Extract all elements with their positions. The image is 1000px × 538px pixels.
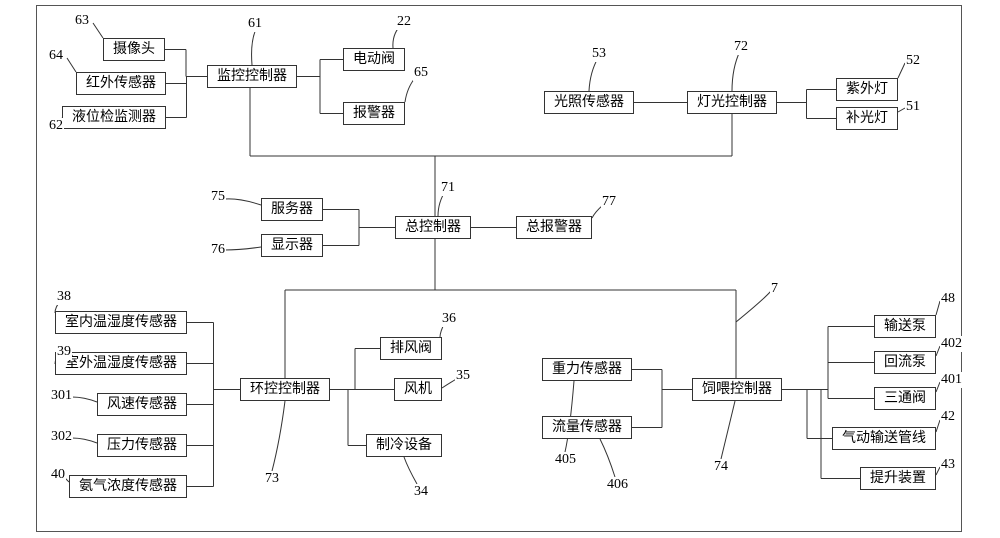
node-b77: 总报警器 [516, 216, 592, 239]
label-num-7: 7 [770, 281, 779, 297]
node-b51: 补光灯 [836, 107, 898, 130]
node-b61: 监控控制器 [207, 65, 297, 88]
node-b302: 压力传感器 [97, 434, 187, 457]
label-num-63: 63 [74, 13, 90, 29]
label-num-75: 75 [210, 189, 226, 205]
label-num-72: 72 [733, 39, 749, 55]
node-b62: 液位检监测器 [62, 106, 166, 129]
label-num-74: 74 [713, 459, 729, 475]
node-b65: 报警器 [343, 102, 405, 125]
node-b39: 室外温湿度传感器 [55, 352, 187, 375]
label-num-65: 65 [413, 65, 429, 81]
label-num-43: 43 [940, 457, 956, 473]
label-num-76: 76 [210, 242, 226, 258]
node-b73: 环控控制器 [240, 378, 330, 401]
label-num-77: 77 [601, 194, 617, 210]
label-num-35: 35 [455, 368, 471, 384]
node-b401: 三通阀 [874, 387, 936, 410]
label-num-53: 53 [591, 46, 607, 62]
label-num-402: 402 [940, 336, 963, 352]
node-b76: 显示器 [261, 234, 323, 257]
node-b72: 灯光控制器 [687, 91, 777, 114]
node-b71: 总控制器 [395, 216, 471, 239]
label-num-62: 62 [48, 118, 64, 134]
label-num-39: 39 [56, 344, 72, 360]
label-num-405: 405 [554, 452, 577, 468]
label-num-40: 40 [50, 467, 66, 483]
label-num-36: 36 [441, 311, 457, 327]
node-b301: 风速传感器 [97, 393, 187, 416]
node-b63: 摄像头 [103, 38, 165, 61]
node-b48: 输送泵 [874, 315, 936, 338]
node-b64: 红外传感器 [76, 72, 166, 95]
label-num-302: 302 [50, 429, 73, 445]
node-b75: 服务器 [261, 198, 323, 221]
node-b406: 流量传感器 [542, 416, 632, 439]
label-num-42: 42 [940, 409, 956, 425]
label-num-71: 71 [440, 180, 456, 196]
label-num-51: 51 [905, 99, 921, 115]
label-num-406: 406 [606, 477, 629, 493]
label-num-301: 301 [50, 388, 73, 404]
node-b402: 回流泵 [874, 351, 936, 374]
label-num-34: 34 [413, 484, 429, 500]
node-b43: 提升装置 [860, 467, 936, 490]
node-b38: 室内温湿度传感器 [55, 311, 187, 334]
label-num-38: 38 [56, 289, 72, 305]
node-b52: 紫外灯 [836, 78, 898, 101]
node-b53: 光照传感器 [544, 91, 634, 114]
node-b22: 电动阀 [343, 48, 405, 71]
node-b405: 重力传感器 [542, 358, 632, 381]
label-num-64: 64 [48, 48, 64, 64]
node-b42: 气动输送管线 [832, 427, 936, 450]
node-b36: 排风阀 [380, 337, 442, 360]
node-b34: 制冷设备 [366, 434, 442, 457]
label-num-73: 73 [264, 471, 280, 487]
label-num-401: 401 [940, 372, 963, 388]
node-b40: 氨气浓度传感器 [69, 475, 187, 498]
label-num-52: 52 [905, 53, 921, 69]
node-b35: 风机 [394, 378, 442, 401]
node-b74: 饲喂控制器 [692, 378, 782, 401]
label-num-61: 61 [247, 16, 263, 32]
label-num-22: 22 [396, 14, 412, 30]
label-num-48: 48 [940, 291, 956, 307]
